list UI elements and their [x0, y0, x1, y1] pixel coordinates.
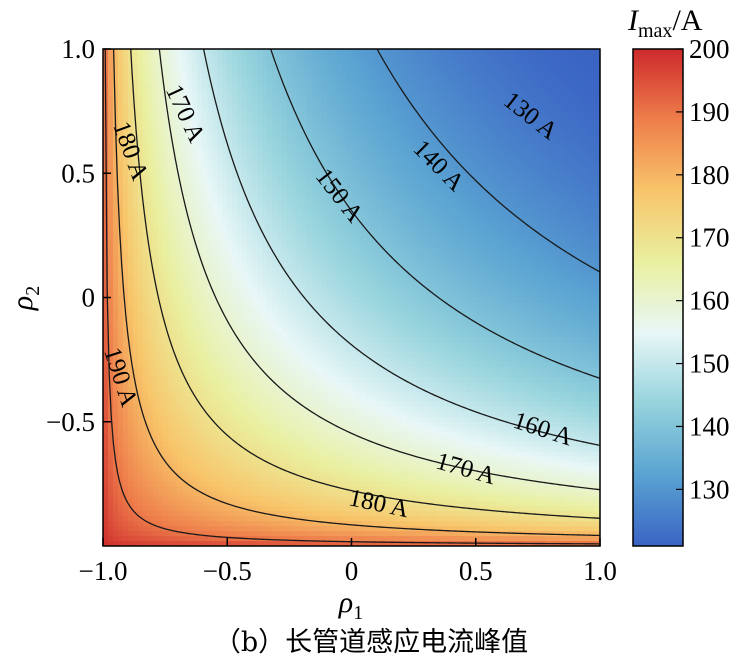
contour-line-140	[269, 49, 600, 379]
contour-line-170	[130, 49, 600, 519]
contour-line-160	[158, 49, 600, 491]
colorbar-tick-label: 180	[689, 160, 730, 190]
colorbar-tick-label: 160	[689, 286, 730, 316]
figure-caption: （b）长管道感应电流峰值	[213, 627, 529, 658]
y-axis: −0.5 0 0.5 1.0	[46, 34, 111, 437]
y-tick-label: 0.5	[61, 158, 95, 188]
colorbar-tick-label: 150	[689, 349, 730, 379]
x-axis-title: ρ1	[338, 586, 363, 624]
y-tick-label: 0	[82, 283, 96, 313]
colorbar-tick-label: 200	[689, 34, 730, 64]
x-tick-label: 0.5	[459, 556, 493, 586]
x-tick-label: −1.0	[79, 556, 128, 586]
x-tick-label: 0	[345, 556, 359, 586]
x-tick-label: 1.0	[583, 556, 617, 586]
colorbar-tick-label: 140	[689, 411, 730, 441]
colorbar-title: Imax/A	[627, 4, 703, 42]
colorbar-tick-label: 130	[689, 474, 730, 504]
contour-line-150	[202, 49, 600, 447]
y-tick-label: −0.5	[46, 407, 95, 437]
colorbar	[632, 48, 684, 547]
x-tick-label: −0.5	[203, 556, 252, 586]
contour-lines	[104, 49, 600, 545]
y-axis-title: ρ2	[6, 286, 44, 311]
y-tick-label: 1.0	[61, 34, 95, 64]
contour-line-190	[104, 49, 600, 545]
colorbar-ticks: 130 140 150 160 170 180 190 200	[676, 34, 730, 504]
x-axis: −1.0 −0.5 0 0.5 1.0	[79, 538, 617, 586]
contour-line-180	[112, 49, 600, 537]
colorbar-tick-label: 170	[689, 223, 730, 253]
contour-line-130	[376, 49, 600, 273]
colorbar-tick-label: 190	[689, 97, 730, 127]
